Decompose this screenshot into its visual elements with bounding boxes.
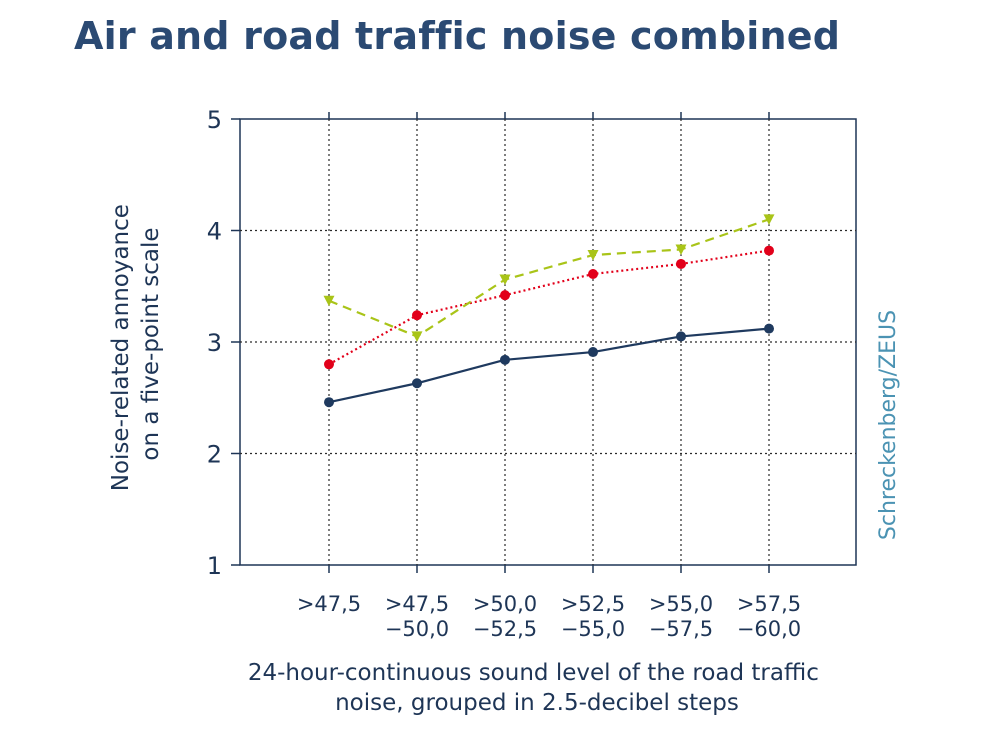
- series-green-point: [499, 274, 511, 286]
- series-red-point: [412, 310, 422, 321]
- series-navy-point: [588, 347, 598, 358]
- x-tick-labels: >47,5 >47,5 −50,0 >50,0 −52,5 >52,5 −55,0 >55,0…: [297, 592, 801, 641]
- image-credit: Schreckenberg/ZEUS: [876, 310, 901, 540]
- series-green-point: [675, 244, 687, 255]
- series-lines: [328, 218, 770, 404]
- series-navy-point: [324, 397, 334, 408]
- series-navy-point: [500, 354, 510, 365]
- series-markers: [323, 214, 775, 408]
- series-red-point: [588, 268, 598, 279]
- y-tick-label: 1: [207, 552, 222, 580]
- x-axis-title: 24-hour-continuous sound level of the ro…: [248, 660, 826, 716]
- y-axis-title-line-1: Noise-related annoyance: [108, 204, 134, 491]
- series-green-point: [587, 250, 599, 261]
- x-tick-label: >50,0 −52,5: [473, 592, 537, 641]
- series-green-point: [323, 295, 335, 307]
- series-green-point: [411, 331, 423, 342]
- x-axis-title-line-2: noise, grouped in 2.5-decibel steps: [335, 690, 739, 716]
- x-tick-label: >57,5 −60,0: [737, 592, 801, 641]
- y-tick-label: 3: [207, 329, 222, 357]
- y-tick-label: 2: [207, 441, 222, 469]
- series-navy-line: [328, 327, 770, 404]
- series-green-point: [763, 214, 775, 225]
- chart-title: Air and road traffic noise combined: [74, 14, 841, 58]
- x-tick-label: >52,5 −55,0: [561, 592, 625, 641]
- x-tick-label: >47,5: [297, 592, 361, 616]
- series-red-point: [764, 245, 774, 256]
- series-red-line: [328, 249, 770, 366]
- series-red-point: [324, 359, 334, 370]
- y-ticks: 1 2 3 4 5: [207, 106, 770, 580]
- grid: [240, 119, 856, 565]
- y-axis-title: Noise-related annoyance on a five-point …: [108, 197, 164, 491]
- x-axis-title-line-1: 24-hour-continuous sound level of the ro…: [248, 660, 819, 686]
- y-tick-label: 4: [207, 218, 222, 246]
- y-axis-title-line-2: on a five-point scale: [138, 227, 164, 460]
- plot-frame: [239, 118, 857, 566]
- series-green-line: [328, 218, 770, 338]
- series-red-point: [676, 258, 686, 269]
- series-navy-point: [676, 331, 686, 342]
- series-navy-point: [412, 378, 422, 389]
- series-red-point: [500, 290, 510, 301]
- series-navy-point: [764, 323, 774, 334]
- x-tick-label: >47,5 −50,0: [385, 592, 449, 641]
- y-tick-label: 5: [207, 106, 222, 134]
- x-tick-label: >55,0 −57,5: [649, 592, 713, 641]
